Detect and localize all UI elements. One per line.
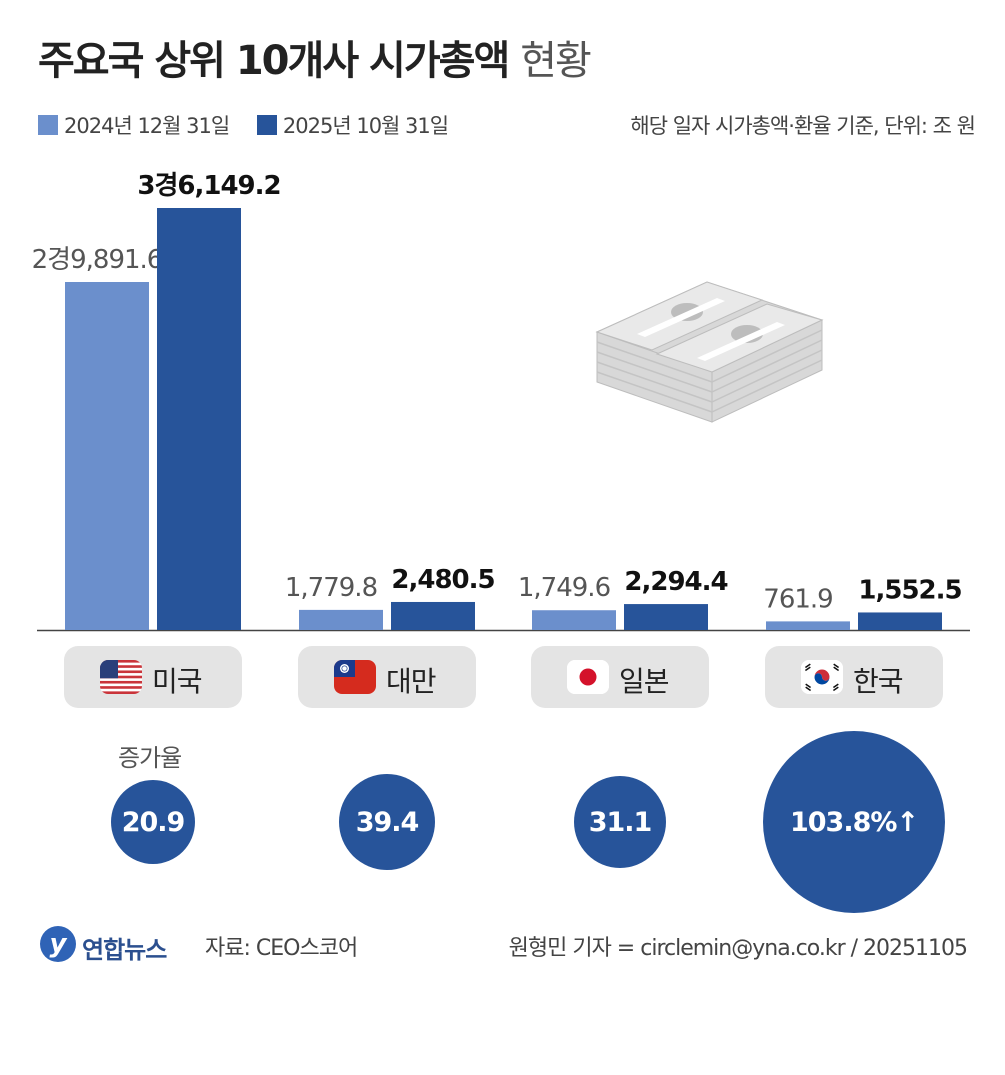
- title-main: 주요국 상위 10개사 시가총액: [38, 38, 510, 84]
- title-sub: 현황: [520, 38, 592, 84]
- legend-label-2024: 2024년 12월 31일: [64, 114, 230, 138]
- category-pill-3: 한국: [765, 646, 943, 708]
- bar-chart: 2경9,891.6 3경6,149.2 1,779.8 2,480.5 1,749.6 2…: [32, 171, 970, 632]
- category-pill-0: 미국: [64, 646, 242, 708]
- data-label-2024-2: 1,749.6: [518, 573, 610, 603]
- money-stack-icon: [595, 281, 824, 423]
- growth-circle-2: 31.1: [574, 776, 666, 868]
- unit-note: 해당 일자 시가총액·환율 기준, 단위: 조 원: [630, 114, 976, 138]
- growth-circle-3: 103.8%↑: [763, 731, 945, 913]
- taiwan-flag-icon: [334, 660, 376, 694]
- category-name-2: 일본: [619, 665, 670, 698]
- category-name-1: 대만: [386, 665, 437, 698]
- bar-2025-0: [157, 208, 241, 630]
- growth-circle-1: 39.4: [339, 774, 435, 870]
- legend-item-2024: 2024년 12월 31일: [38, 110, 230, 140]
- legend-item-2025: 2025년 10월 31일: [256, 110, 449, 140]
- bar-2025-3: [858, 612, 942, 630]
- category-name-3: 한국: [853, 665, 904, 698]
- data-label-2025-0: 3경6,149.2: [137, 171, 280, 201]
- legend-label-2025: 2025년 10월 31일: [282, 114, 449, 138]
- yonhap-logo: y 연합뉴스: [40, 924, 180, 968]
- bar-2024-0: [65, 282, 149, 630]
- data-label-2024-3: 761.9: [763, 584, 832, 614]
- category-name-0: 미국: [152, 665, 203, 698]
- data-label-2024-0: 2경9,891.6: [32, 245, 163, 275]
- data-label-2025-3: 1,552.5: [858, 575, 961, 605]
- growth-circle-0: 20.9: [111, 780, 195, 864]
- us-flag-icon: [100, 660, 142, 694]
- bar-2024-2: [532, 610, 616, 630]
- bar-2024-1: [299, 609, 383, 630]
- source-text: 자료: CEO스코어: [205, 936, 358, 961]
- chart-title: 주요국 상위 10개사 시가총액 현황: [38, 28, 592, 86]
- korea-flag-icon: [801, 660, 843, 694]
- legend-swatch-2025: [256, 115, 277, 135]
- data-label-2025-1: 2,480.5: [391, 565, 494, 595]
- data-label-2024-1: 1,779.8: [285, 573, 377, 603]
- data-label-2025-2: 2,294.4: [624, 567, 727, 597]
- bars-group: 2경9,891.6 3경6,149.2 1,779.8 2,480.5 1,749.6 2…: [32, 171, 963, 630]
- legend: 2024년 12월 31일 2025년 10월 31일 해당 일자 시가총액·환…: [38, 110, 976, 140]
- bar-2025-2: [624, 604, 708, 630]
- japan-flag-icon: [567, 660, 609, 694]
- category-pill-1: 대만: [298, 646, 476, 708]
- growth-label: 증가율: [118, 744, 182, 772]
- credit-text: 원형민 기자 = circlemin@yna.co.kr / 20251105: [508, 936, 968, 961]
- bar-2024-3: [766, 621, 850, 630]
- yonhap-logo-text: 연합뉴스: [82, 936, 167, 964]
- legend-swatch-2024: [38, 115, 58, 135]
- yonhap-logo-icon: y: [40, 926, 76, 962]
- category-pill-2: 일본: [531, 646, 709, 708]
- bar-2025-1: [391, 601, 475, 630]
